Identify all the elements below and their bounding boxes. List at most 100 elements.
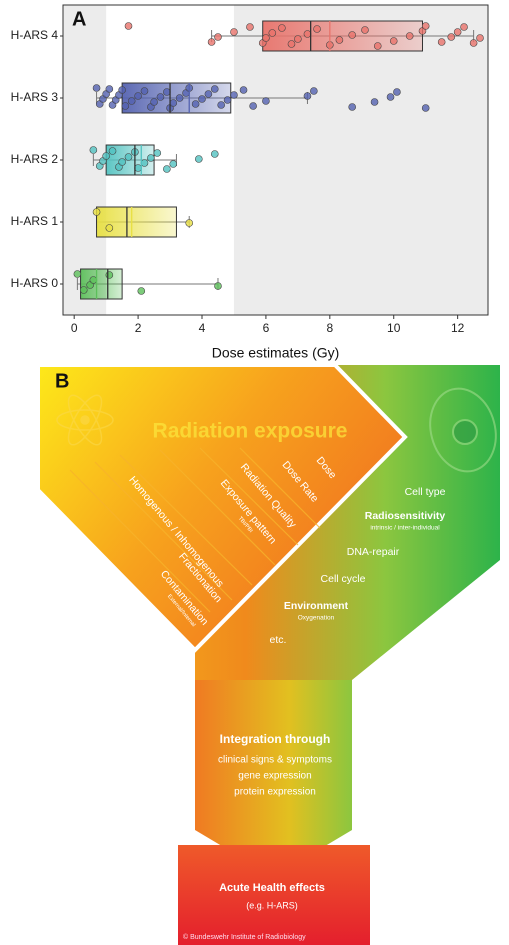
cell-icon xyxy=(429,387,497,473)
data-point xyxy=(262,34,270,42)
data-point xyxy=(389,37,398,45)
data-point xyxy=(92,84,101,92)
data-point xyxy=(124,153,133,161)
x-tick-label: 4 xyxy=(199,321,206,335)
diagram-title: Radiation exposure xyxy=(153,420,348,443)
data-point xyxy=(294,35,302,43)
biology-sublabel: Oxygenation xyxy=(298,615,335,622)
data-point xyxy=(73,270,82,278)
data-point xyxy=(79,286,88,294)
factor-lines xyxy=(69,447,321,613)
data-point xyxy=(108,147,117,155)
biology-label: Radiosensitivity xyxy=(365,510,446,522)
data-point xyxy=(210,150,219,158)
biology-label: DNA-repair xyxy=(347,546,400,558)
y-tick-label: H-ARS 3 xyxy=(11,90,59,104)
integration-item: gene expression xyxy=(238,771,311,782)
biology-label: etc. xyxy=(270,634,287,646)
data-point xyxy=(421,104,430,112)
data-point xyxy=(348,103,356,111)
data-point xyxy=(303,92,312,100)
data-point xyxy=(210,85,219,93)
data-point xyxy=(102,152,110,160)
outcome-box xyxy=(178,845,370,945)
data-point xyxy=(310,87,318,95)
biology-label: Cell cycle xyxy=(321,573,366,585)
data-point xyxy=(447,33,456,41)
panel-label: A xyxy=(72,8,86,30)
panel-label: B xyxy=(55,370,69,392)
panel-a: H-ARS 4 H-ARS 3 H-ARS 2 H-ARS 1 H-ARS 0 0 2 4 6 8… xyxy=(11,4,489,361)
data-point xyxy=(134,92,142,100)
x-tick-label: 12 xyxy=(451,321,465,335)
data-point xyxy=(185,219,194,227)
data-point xyxy=(89,276,98,284)
data-point xyxy=(386,93,395,101)
box xyxy=(262,20,423,52)
credit: © Bundeswehr Institute of Radiobiology xyxy=(183,933,306,941)
data-point xyxy=(163,88,171,96)
data-point xyxy=(405,32,414,40)
data-point xyxy=(118,86,126,94)
data-point xyxy=(230,28,238,36)
data-point xyxy=(313,25,321,33)
data-point xyxy=(121,102,130,110)
x-tick-label: 8 xyxy=(326,321,333,335)
data-point xyxy=(105,224,114,232)
atom-icon xyxy=(56,394,114,446)
data-point xyxy=(163,165,171,173)
data-point xyxy=(348,31,356,39)
data-point xyxy=(249,102,257,110)
data-point xyxy=(195,155,203,163)
data-point xyxy=(469,39,478,47)
x-tick-label: 0 xyxy=(71,321,78,335)
data-point xyxy=(204,90,213,98)
biology-label: Environment xyxy=(284,600,349,612)
data-point xyxy=(92,208,101,216)
data-point xyxy=(262,97,270,105)
data-point xyxy=(150,98,158,106)
data-point xyxy=(278,24,286,32)
data-point xyxy=(137,287,146,295)
data-point xyxy=(89,146,98,154)
data-point xyxy=(217,101,225,109)
data-point xyxy=(460,23,468,31)
x-tick-label: 2 xyxy=(135,321,142,335)
x-axis-label: Dose estimates (Gy) xyxy=(212,345,340,361)
data-point xyxy=(207,38,216,46)
data-point xyxy=(214,282,222,290)
box xyxy=(96,206,177,238)
data-point xyxy=(453,28,462,36)
data-point xyxy=(335,36,344,44)
data-point xyxy=(140,87,149,95)
x-tick-label: 10 xyxy=(387,321,401,335)
plot-frame xyxy=(62,4,489,316)
outcome-title: Acute Health effects xyxy=(219,882,325,894)
data-point xyxy=(214,33,222,41)
y-tick-label: H-ARS 1 xyxy=(11,214,59,228)
data-point xyxy=(303,30,312,38)
data-point xyxy=(223,96,232,104)
data-point xyxy=(134,164,142,172)
data-point xyxy=(124,22,133,30)
data-point xyxy=(118,158,126,166)
data-point xyxy=(156,93,165,101)
data-point xyxy=(105,85,114,93)
data-point xyxy=(230,91,238,99)
x-tick-label: 6 xyxy=(263,321,270,335)
data-point xyxy=(153,149,162,157)
data-point xyxy=(437,38,446,46)
data-point xyxy=(105,271,114,279)
y-tick-label: H-ARS 0 xyxy=(11,276,59,290)
data-point xyxy=(127,97,136,105)
data-point xyxy=(370,98,379,106)
integration-region xyxy=(195,680,352,858)
exposure-chevron xyxy=(36,363,408,653)
integration-title: Integration through xyxy=(220,732,331,746)
data-point xyxy=(198,95,206,103)
integration-item: protein expression xyxy=(234,787,316,798)
data-point xyxy=(373,42,382,50)
data-point xyxy=(239,86,248,94)
